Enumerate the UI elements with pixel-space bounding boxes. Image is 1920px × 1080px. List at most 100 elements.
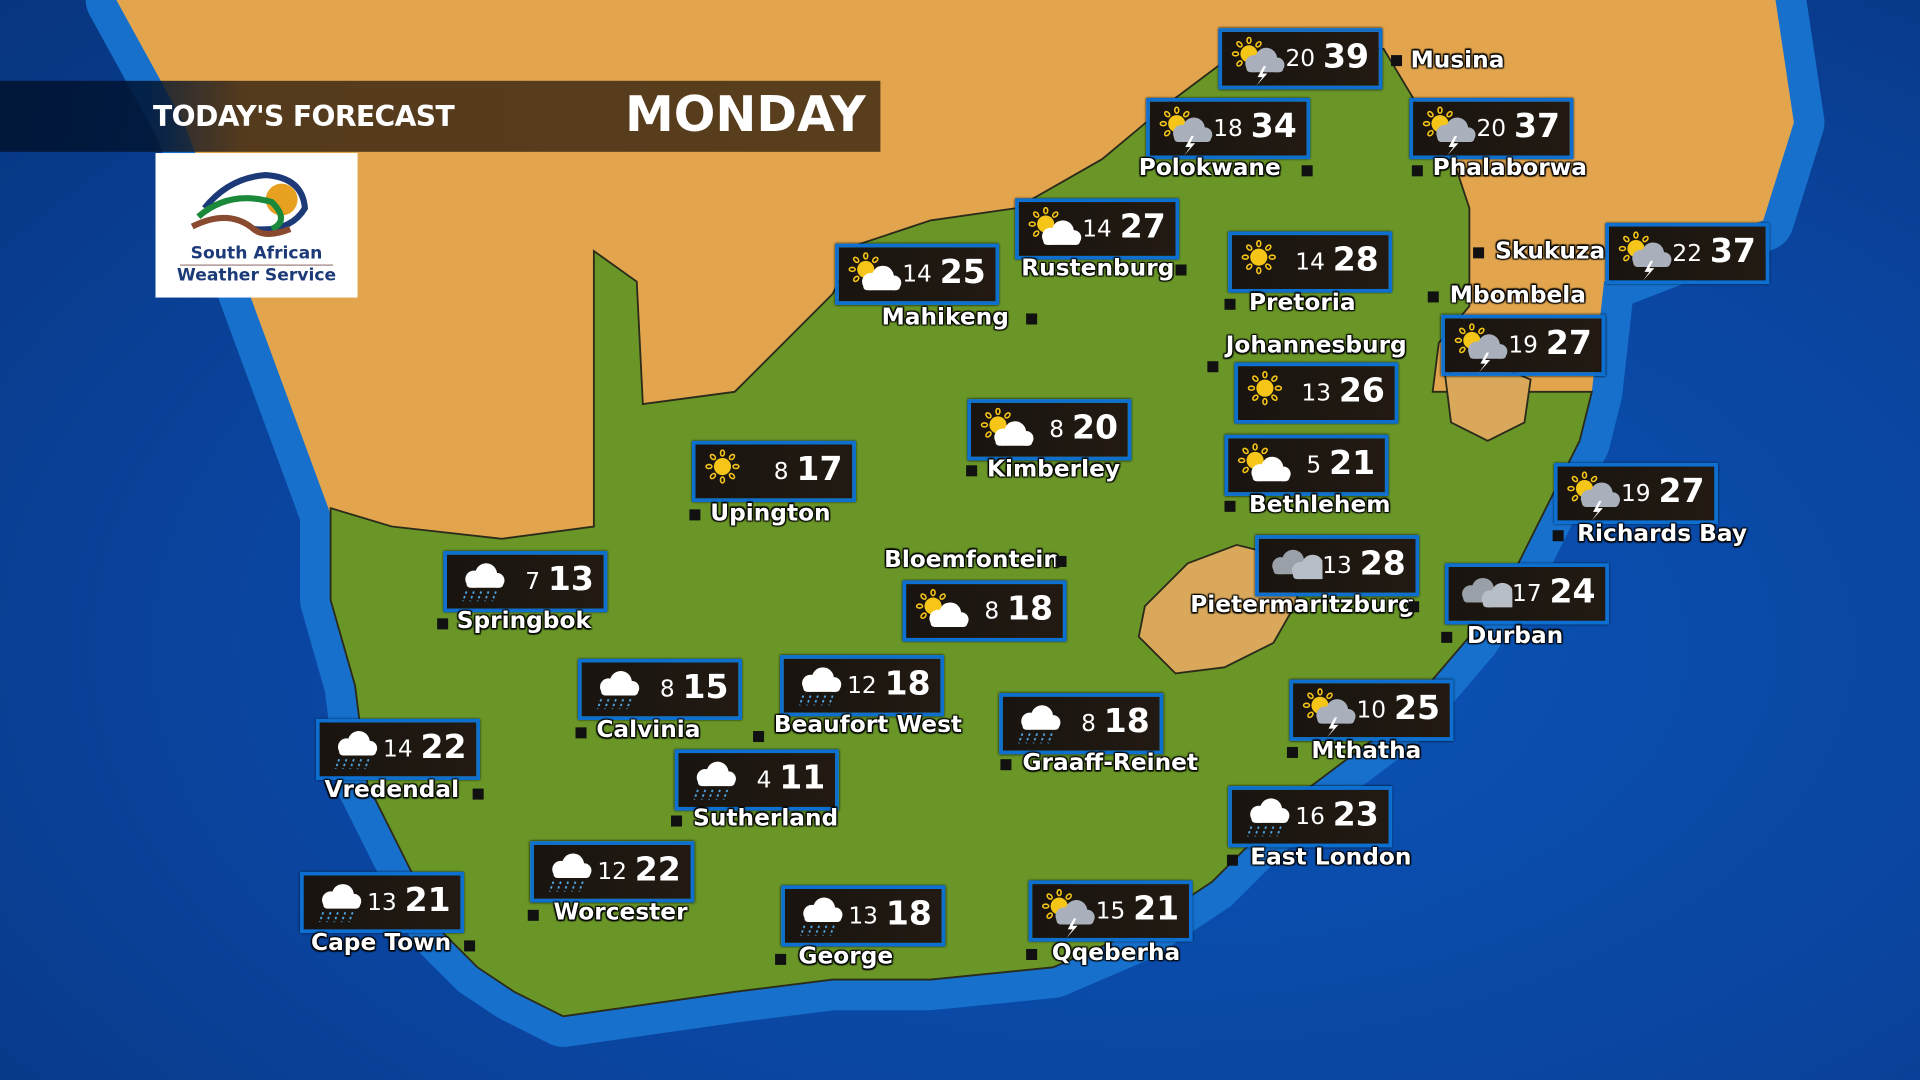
min-temp: 19 <box>1508 331 1538 359</box>
max-temp: 21 <box>1133 890 1180 929</box>
city-marker-mahikeng <box>1026 313 1038 325</box>
max-temp: 15 <box>682 668 729 707</box>
max-temp: 21 <box>1329 444 1376 483</box>
min-temp: 14 <box>383 735 413 763</box>
city-marker-rustenburg <box>1175 264 1187 276</box>
city-label-mthatha: Mthatha <box>1311 737 1422 765</box>
forecast-box-phalaborwa: 20 37 <box>1409 97 1574 160</box>
max-temp: 18 <box>1007 590 1054 629</box>
rain-icon <box>596 671 640 710</box>
city-label-worcester: Worcester <box>553 898 688 926</box>
max-temp: 23 <box>1332 795 1379 834</box>
forecast-header: TODAY'S FORECAST MONDAY <box>0 80 881 152</box>
forecast-box-durban: 17 24 <box>1444 563 1609 625</box>
city-marker-johannesburg <box>1207 361 1219 373</box>
city-label-qqeberha: Qqeberha <box>1051 939 1181 967</box>
rain-icon <box>318 884 362 923</box>
city-label-cape-town: Cape Town <box>311 929 452 957</box>
rain-icon <box>548 853 592 892</box>
max-temp: 34 <box>1250 107 1297 146</box>
rain-icon <box>1017 705 1061 744</box>
min-temp: 13 <box>848 902 878 930</box>
city-marker-skukuza <box>1473 247 1485 259</box>
city-label-kimberley: Kimberley <box>986 455 1121 483</box>
partly-cloudy-icon <box>980 407 1034 446</box>
thunderstorm-icon <box>1231 36 1285 86</box>
max-temp: 22 <box>634 851 681 889</box>
saws-logo: South African Weather Service <box>155 153 358 298</box>
rain-icon <box>693 761 736 800</box>
rain-icon <box>334 731 378 770</box>
rain-icon <box>461 563 505 602</box>
city-label-upington: Upington <box>710 499 831 527</box>
city-marker-east-london <box>1226 854 1238 866</box>
min-temp: 12 <box>847 672 877 700</box>
city-marker-pietermaritzburg <box>1408 601 1420 613</box>
city-marker-graaff-reinet <box>1000 759 1012 771</box>
cloudy-icon <box>1272 549 1323 580</box>
max-temp: 27 <box>1119 208 1166 247</box>
forecast-box-mbombela: 19 27 <box>1441 314 1606 376</box>
city-label-mbombela: Mbombela <box>1449 281 1586 309</box>
logo-text-line1: South African <box>190 243 323 264</box>
forecast-box-johannesburg: 13 26 <box>1234 362 1399 424</box>
city-marker-richards-bay <box>1552 530 1564 542</box>
forecast-box-richards-bay: 19 27 <box>1553 462 1718 525</box>
city-marker-cape-town <box>464 940 476 952</box>
forecast-box-springbok: 7 13 <box>443 551 608 613</box>
min-temp: 14 <box>902 260 932 288</box>
city-marker-bethlehem <box>1224 500 1236 512</box>
forecast-box-bethlehem: 5 21 <box>1224 434 1389 496</box>
rain-icon <box>798 667 842 706</box>
city-label-mahikeng: Mahikeng <box>881 303 1009 331</box>
max-temp: 37 <box>1709 232 1756 271</box>
forecast-title: TODAY'S FORECAST <box>153 101 455 134</box>
min-temp: 8 <box>773 457 789 485</box>
forecast-box-calvinia: 8 15 <box>577 658 743 721</box>
city-marker-polokwane <box>1301 165 1313 177</box>
partly-cloudy-icon <box>1237 443 1291 482</box>
min-temp: 8 <box>984 597 1000 625</box>
min-temp: 5 <box>1306 451 1322 479</box>
thunderstorm-icon <box>1422 106 1476 156</box>
min-temp: 7 <box>525 568 541 596</box>
max-temp: 39 <box>1322 37 1369 76</box>
min-temp: 15 <box>1095 897 1126 925</box>
forecast-box-upington: 8 17 <box>691 440 856 503</box>
min-temp: 20 <box>1476 115 1507 143</box>
sunny-icon <box>705 449 740 484</box>
city-label-phalaborwa: Phalaborwa <box>1432 154 1587 182</box>
city-label-calvinia: Calvinia <box>596 716 701 744</box>
max-temp: 26 <box>1338 372 1385 411</box>
partly-cloudy-icon <box>848 252 902 291</box>
city-marker-bloemfontein <box>1055 555 1067 567</box>
city-label-east-london: East London <box>1250 843 1412 871</box>
city-marker-sutherland <box>671 815 683 827</box>
city-label-graaff-reinet: Graaff-Reinet <box>1022 749 1199 777</box>
thunderstorm-icon <box>1454 323 1508 373</box>
rain-icon <box>799 897 843 936</box>
city-label-springbok: Springbok <box>456 607 591 635</box>
city-marker-durban <box>1441 631 1453 643</box>
city-marker-beaufort-west <box>753 731 765 743</box>
city-label-beaufort-west: Beaufort West <box>773 711 963 739</box>
city-label-durban: Durban <box>1466 622 1564 649</box>
thunderstorm-icon <box>1159 106 1213 156</box>
thunderstorm-icon <box>1302 688 1356 738</box>
partly-cloudy-icon <box>1028 206 1082 245</box>
min-temp: 8 <box>1049 416 1065 444</box>
forecast-box-vredendal: 14 22 <box>315 718 481 781</box>
forecast-box-pretoria: 14 28 <box>1228 231 1393 293</box>
forecast-box-kimberley: 8 20 <box>967 399 1132 461</box>
min-temp: 13 <box>1301 379 1332 407</box>
saws-logo-emblem-icon <box>190 172 309 237</box>
city-label-richards-bay: Richards Bay <box>1577 520 1748 548</box>
max-temp: 28 <box>1332 241 1379 280</box>
min-temp: 16 <box>1295 803 1325 831</box>
max-temp: 37 <box>1513 107 1561 146</box>
forecast-box-george: 13 18 <box>781 885 946 947</box>
forecast-box-pietermaritzburg: 13 28 <box>1255 535 1420 597</box>
min-temp: 13 <box>1322 552 1352 580</box>
max-temp: 25 <box>1393 689 1441 728</box>
